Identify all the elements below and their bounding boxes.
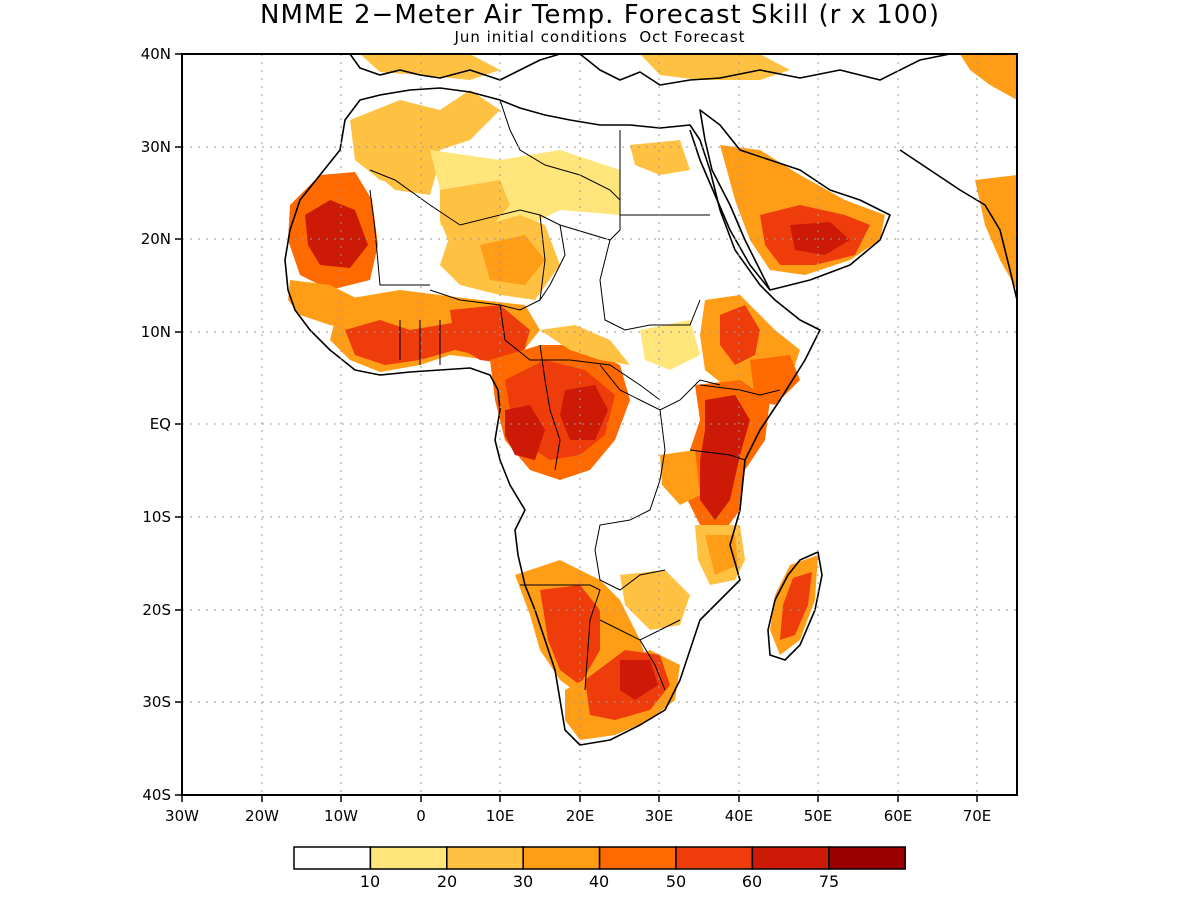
colorbar-label: 20 [437, 872, 457, 891]
lon-tick-label: 20E [566, 807, 595, 825]
skill-region-lake-victoria [660, 450, 700, 505]
lat-tick-label: 30N [141, 138, 171, 156]
lon-tick-label: 60E [884, 807, 913, 825]
skill-shading [288, 54, 1017, 740]
lat-tick-label: 30S [142, 693, 171, 711]
map-title: NMME 2−Meter Air Temp. Forecast Skill (r… [260, 0, 940, 30]
lon-tick-label: 10E [486, 807, 515, 825]
lon-tick-label: 40E [725, 807, 754, 825]
skill-region-mauritania-core [305, 200, 368, 268]
skill-region-south-africa-max [620, 660, 658, 700]
colorbar [293, 846, 906, 870]
colorbar-swatch [369, 846, 448, 870]
colorbar-label: 40 [589, 872, 609, 891]
lon-tick-label: 50E [804, 807, 833, 825]
skill-region-namibia-core [540, 585, 600, 685]
skill-region-med [360, 54, 500, 80]
skill-region-sahara-west [370, 130, 440, 195]
lon-tick-label: 20W [245, 807, 279, 825]
lon-tick-label: 30W [165, 807, 199, 825]
tick-marks [175, 53, 978, 802]
lat-tick-label: 20N [141, 230, 171, 248]
asia-coastline [899, 149, 1017, 301]
lat-tick-label: 40S [142, 786, 171, 804]
africa-coastline [284, 87, 821, 746]
coastlines [284, 54, 1017, 746]
skill-region-car [540, 325, 630, 365]
colorbar-swatch [828, 846, 906, 870]
lat-tick-label: 10N [141, 323, 171, 341]
madagascar-coastline [767, 551, 823, 661]
lon-tick-label: 10W [324, 807, 358, 825]
skill-region-zimbabwe [620, 570, 690, 630]
colorbar-swatch [446, 846, 524, 870]
colorbar-label: 60 [742, 872, 762, 891]
skill-region-ethiopia-core [720, 305, 760, 365]
lat-tick-label: 20S [142, 601, 171, 619]
skill-region-middle-east [640, 54, 790, 80]
colorbar-swatch [675, 846, 754, 870]
skill-region-central-max [560, 385, 608, 440]
skill-region-madagascar-core [780, 572, 812, 640]
colorbar-label: 10 [360, 872, 380, 891]
skill-region-gabon [505, 405, 545, 460]
skill-region-iran [960, 54, 1017, 100]
europe-coastline [349, 54, 951, 86]
skill-region-nigeria [450, 305, 530, 365]
colorbar-label: 50 [666, 872, 686, 891]
lon-tick-label: 0 [416, 807, 426, 825]
country-borders [369, 99, 781, 691]
red-sea [689, 129, 771, 291]
arabia-coastline [699, 109, 891, 291]
lon-tick-label: 70E [963, 807, 992, 825]
skill-region-india [975, 175, 1017, 290]
colorbar-label: 30 [513, 872, 533, 891]
colorbar-label: 75 [819, 872, 839, 891]
lat-tick-label: 40N [141, 45, 171, 63]
grid-lines [182, 54, 1017, 795]
skill-region-algeria [440, 180, 510, 245]
skill-region-somalia [750, 355, 800, 405]
skill-region-egypt [630, 140, 690, 175]
lat-tick-label: EQ [150, 415, 171, 433]
colorbar-swatch [751, 846, 830, 870]
skill-region-niger-core [480, 235, 545, 285]
skill-region-east-africa-core [700, 395, 750, 520]
colorbar-swatch [522, 846, 601, 870]
lat-tick-label: 10S [142, 508, 171, 526]
map-subtitle: Jun initial conditions Oct Forecast [454, 28, 746, 46]
colorbar-swatch [293, 846, 372, 870]
colorbar-swatch [598, 846, 677, 870]
skill-region-arabia-max [790, 222, 850, 255]
lon-tick-label: 30E [645, 807, 674, 825]
